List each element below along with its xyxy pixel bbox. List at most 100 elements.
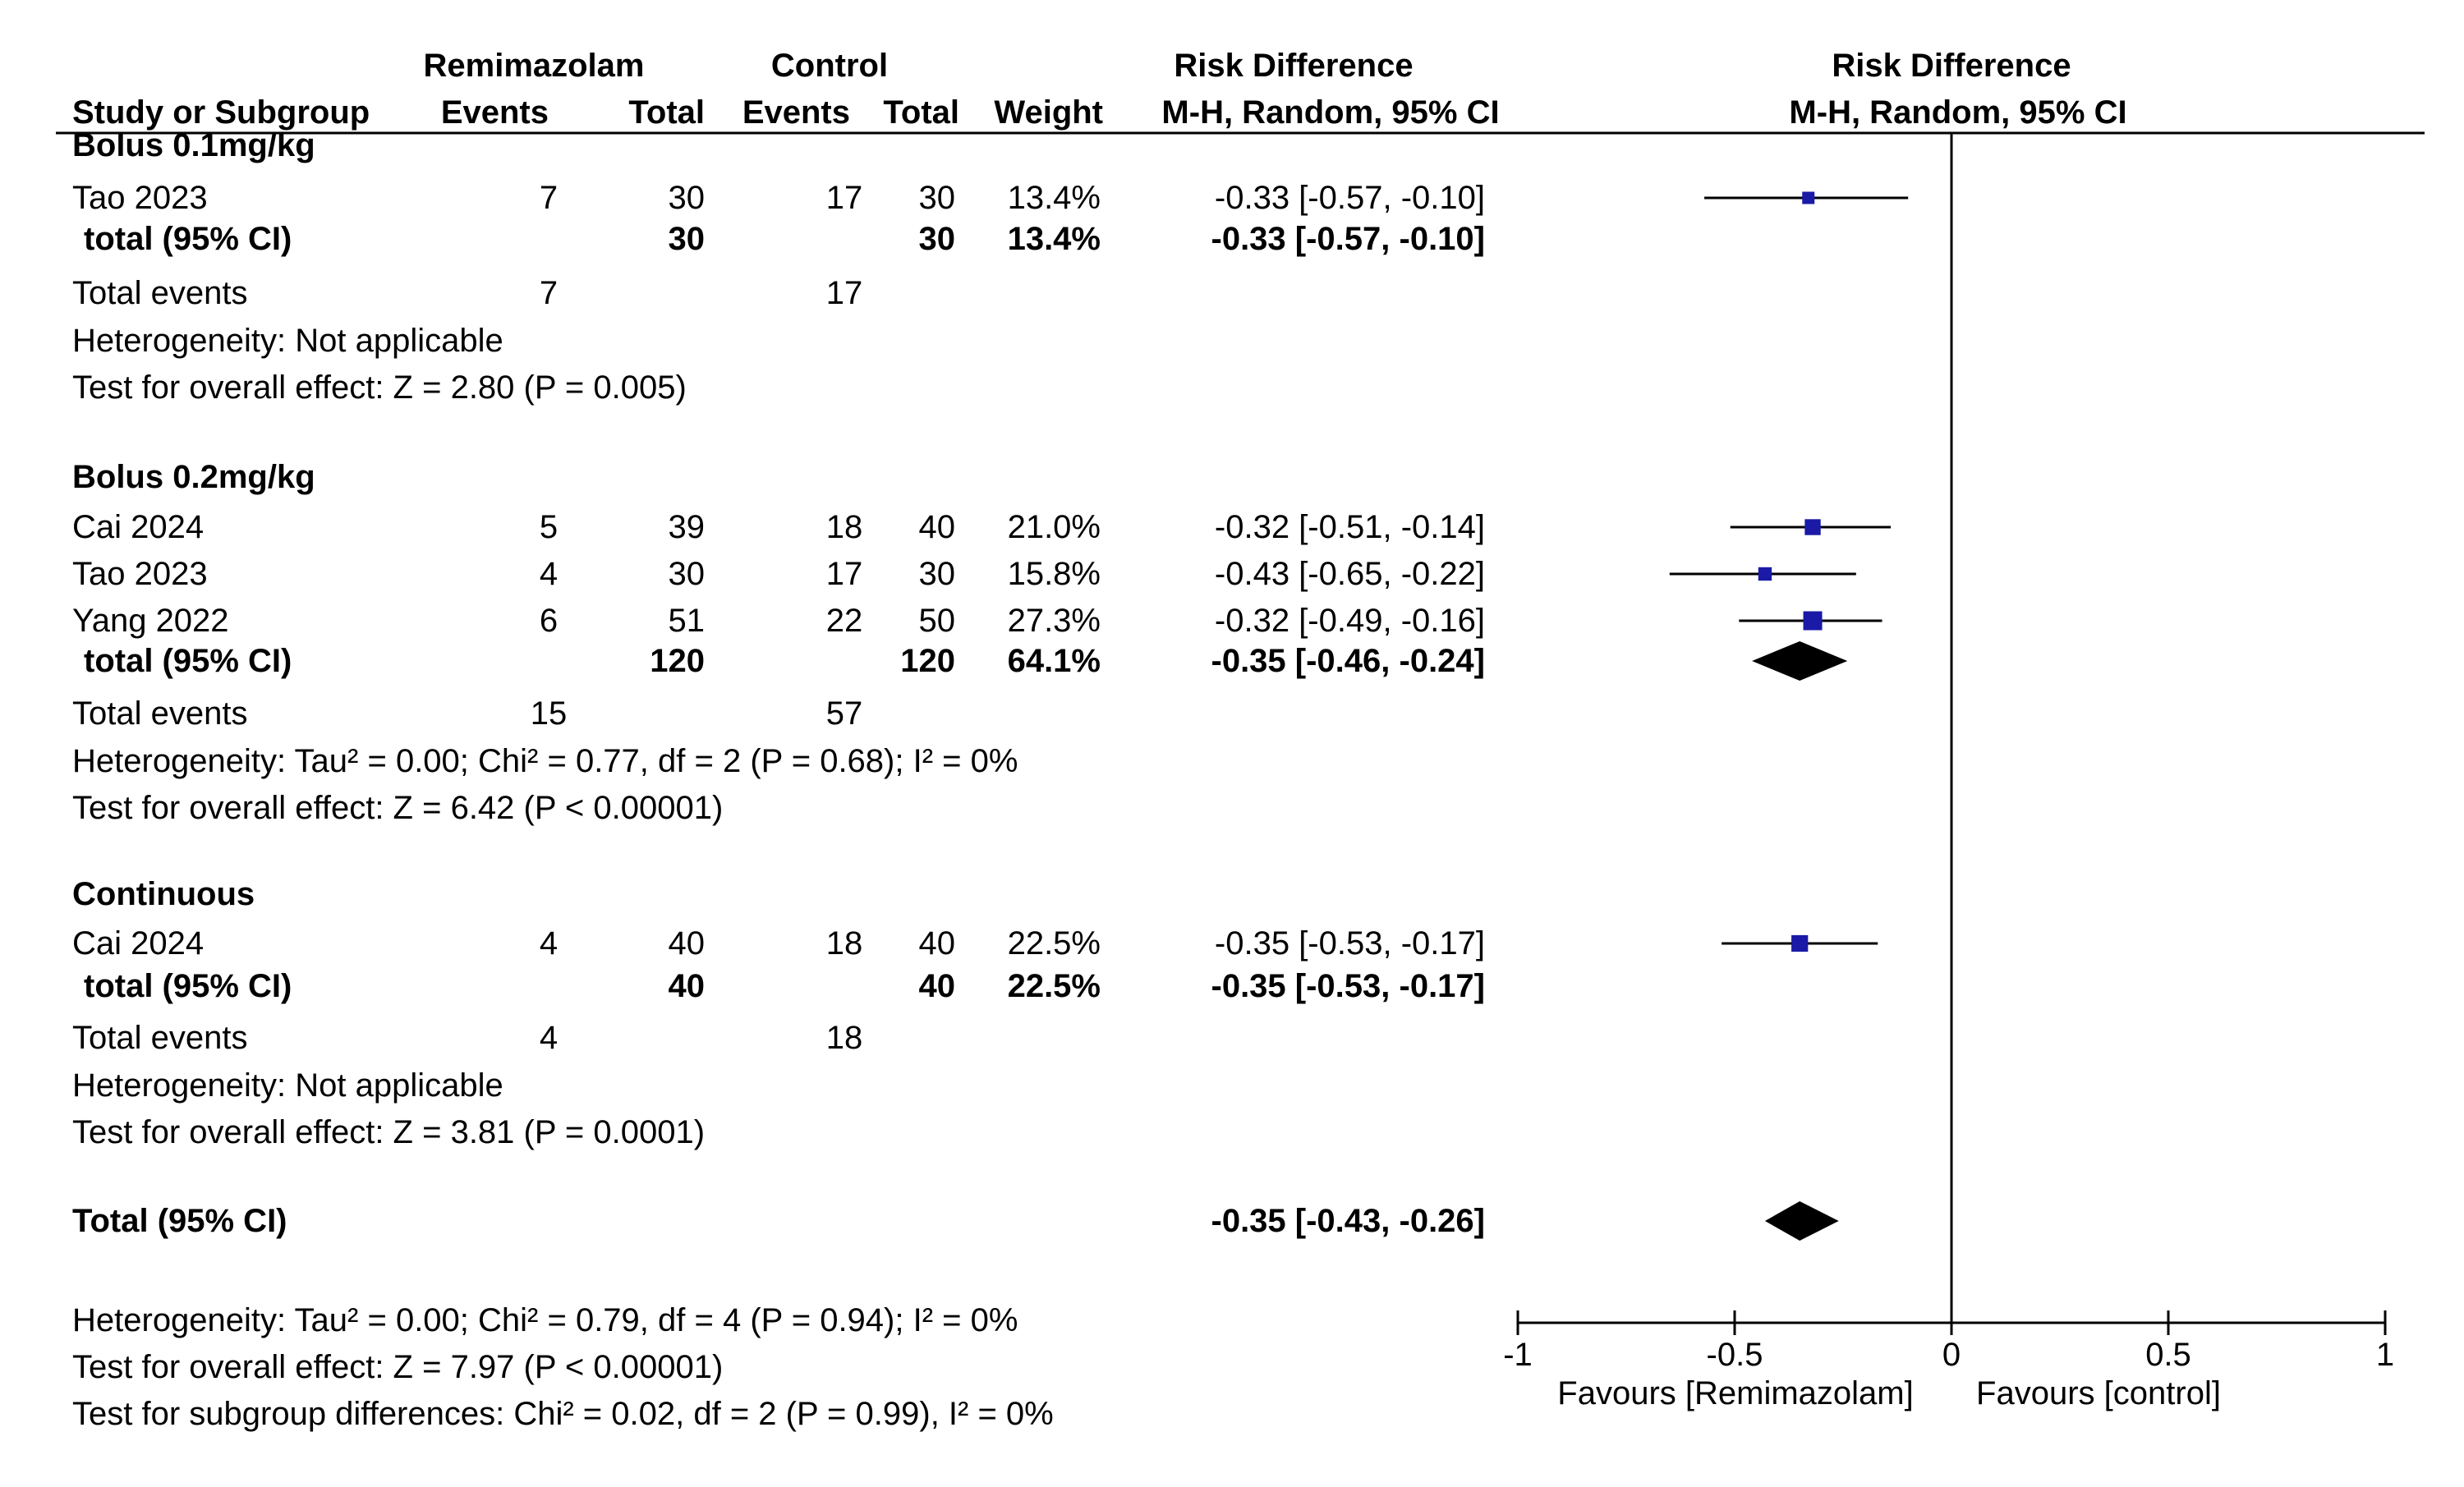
- study-total1: 30: [669, 180, 706, 216]
- study-point-marker: [1804, 519, 1821, 535]
- subgroup-name: Bolus 0.1mg/kg: [72, 127, 315, 163]
- study-total1: 30: [669, 556, 706, 592]
- study-ci-text: -0.43 [-0.65, -0.22]: [1215, 556, 1485, 592]
- study-name: Cai 2024: [72, 509, 204, 545]
- study-total1: 40: [669, 925, 706, 962]
- x-axis-tick-label: -1: [1503, 1337, 1533, 1373]
- study-total1: 39: [669, 509, 706, 545]
- total-events-label: Total events: [72, 695, 247, 732]
- events2-header: Events: [742, 94, 850, 131]
- total1-header: Total: [628, 94, 705, 131]
- study-name: Tao 2023: [72, 180, 208, 216]
- footer-statistic: Heterogeneity: Tau² = 0.00; Chi² = 0.79,…: [72, 1302, 1018, 1338]
- study-events2: 22: [826, 603, 863, 639]
- heterogeneity-text: Heterogeneity: Not applicable: [72, 323, 503, 359]
- study-events1: 6: [540, 603, 558, 639]
- study-name: Tao 2023: [72, 556, 208, 592]
- subgroup-total2: 40: [919, 968, 956, 1004]
- events1-header: Events: [441, 94, 549, 131]
- overall-effect-text: Test for overall effect: Z = 6.42 (P < 0…: [72, 790, 723, 826]
- total2-header: Total: [883, 94, 959, 131]
- study-events1: 4: [540, 925, 558, 962]
- study-events2: 18: [826, 509, 863, 545]
- study-weight: 15.8%: [1008, 556, 1101, 592]
- study-ci-text: -0.32 [-0.51, -0.14]: [1215, 509, 1485, 545]
- favours-left-label: Favours [Remimazolam]: [1557, 1375, 1913, 1411]
- study-total2: 50: [919, 603, 956, 639]
- subgroup-total1: 120: [650, 643, 705, 679]
- study-events1: 7: [540, 180, 558, 216]
- subgroup-total-ci-text: -0.33 [-0.57, -0.10]: [1211, 221, 1486, 257]
- subgroup-name: Bolus 0.2mg/kg: [72, 459, 315, 495]
- study-events1: 5: [540, 509, 558, 545]
- subgroup-total-weight: 64.1%: [1008, 643, 1101, 679]
- study-total2: 40: [919, 509, 956, 545]
- x-axis-tick-label: 0: [1942, 1337, 1961, 1373]
- subgroup-total-label: total (95% CI): [84, 221, 292, 257]
- study-point-marker: [1802, 191, 1815, 204]
- subgroup-total-label: total (95% CI): [84, 643, 292, 679]
- subgroup-total2: 120: [900, 643, 955, 679]
- study-weight: 13.4%: [1008, 180, 1101, 216]
- subgroup-total2: 30: [919, 221, 956, 257]
- study-events2: 17: [826, 180, 863, 216]
- weight-header: Weight: [994, 94, 1103, 131]
- study-total1: 51: [669, 603, 706, 639]
- favours-right-label: Favours [control]: [1976, 1375, 2221, 1411]
- study-col-header: Study or Subgroup: [72, 94, 370, 131]
- total-events2: 17: [826, 275, 863, 311]
- subgroup-total-diamond: [1752, 641, 1848, 681]
- subgroup-total-ci-text: -0.35 [-0.46, -0.24]: [1211, 643, 1486, 679]
- total-events1: 15: [531, 695, 568, 732]
- total-events-label: Total events: [72, 275, 247, 311]
- study-total2: 30: [919, 180, 956, 216]
- overall-total-diamond: [1764, 1201, 1839, 1241]
- subgroup-total-weight: 13.4%: [1008, 221, 1101, 257]
- total-events-label: Total events: [72, 1020, 247, 1056]
- footer-statistic: Test for subgroup differences: Chi² = 0.…: [72, 1396, 1054, 1432]
- subgroup-total-label: total (95% CI): [84, 968, 292, 1004]
- study-ci-text: -0.33 [-0.57, -0.10]: [1215, 180, 1485, 216]
- study-point-marker: [1758, 567, 1772, 581]
- overall-effect-text: Test for overall effect: Z = 2.80 (P = 0…: [72, 369, 687, 406]
- subgroup-total1: 30: [669, 221, 706, 257]
- plot-method-header: M-H, Random, 95% CI: [1789, 94, 2126, 131]
- heterogeneity-text: Heterogeneity: Tau² = 0.00; Chi² = 0.77,…: [72, 743, 1018, 779]
- total-events1: 7: [540, 275, 558, 311]
- subgroup-total-ci-text: -0.35 [-0.53, -0.17]: [1211, 968, 1486, 1004]
- study-point-marker: [1803, 611, 1823, 631]
- study-point-marker: [1791, 934, 1809, 952]
- study-weight: 21.0%: [1008, 509, 1101, 545]
- subgroup-total1: 40: [669, 968, 706, 1004]
- subgroup-name: Continuous: [72, 876, 255, 912]
- study-total2: 40: [919, 925, 956, 962]
- overall-total-label: Total (95% CI): [72, 1203, 287, 1239]
- study-events2: 18: [826, 925, 863, 962]
- effect-method-header: M-H, Random, 95% CI: [1161, 94, 1499, 131]
- x-axis-tick-label: 1: [2376, 1337, 2394, 1373]
- study-total2: 30: [919, 556, 956, 592]
- effect-title-header: Risk Difference: [1174, 48, 1413, 84]
- overall-total-ci-text: -0.35 [-0.43, -0.26]: [1211, 1203, 1486, 1239]
- group2-header: Control: [771, 48, 888, 84]
- total-events2: 57: [826, 695, 863, 732]
- x-axis-tick-label: 0.5: [2145, 1337, 2191, 1373]
- plot-title-header: Risk Difference: [1832, 48, 2071, 84]
- x-axis-tick-label: -0.5: [1707, 1337, 1763, 1373]
- study-ci-text: -0.32 [-0.49, -0.16]: [1215, 603, 1485, 639]
- heterogeneity-text: Heterogeneity: Not applicable: [72, 1067, 503, 1104]
- total-events1: 4: [540, 1020, 558, 1056]
- total-events2: 18: [826, 1020, 863, 1056]
- group1-header: Remimazolam: [424, 48, 645, 84]
- study-ci-text: -0.35 [-0.53, -0.17]: [1215, 925, 1485, 962]
- subgroup-total-weight: 22.5%: [1008, 968, 1101, 1004]
- study-name: Yang 2022: [72, 603, 229, 639]
- study-weight: 22.5%: [1008, 925, 1101, 962]
- study-events1: 4: [540, 556, 558, 592]
- footer-statistic: Test for overall effect: Z = 7.97 (P < 0…: [72, 1349, 723, 1385]
- overall-effect-text: Test for overall effect: Z = 3.81 (P = 0…: [72, 1114, 705, 1150]
- study-events2: 17: [826, 556, 863, 592]
- study-weight: 27.3%: [1008, 603, 1101, 639]
